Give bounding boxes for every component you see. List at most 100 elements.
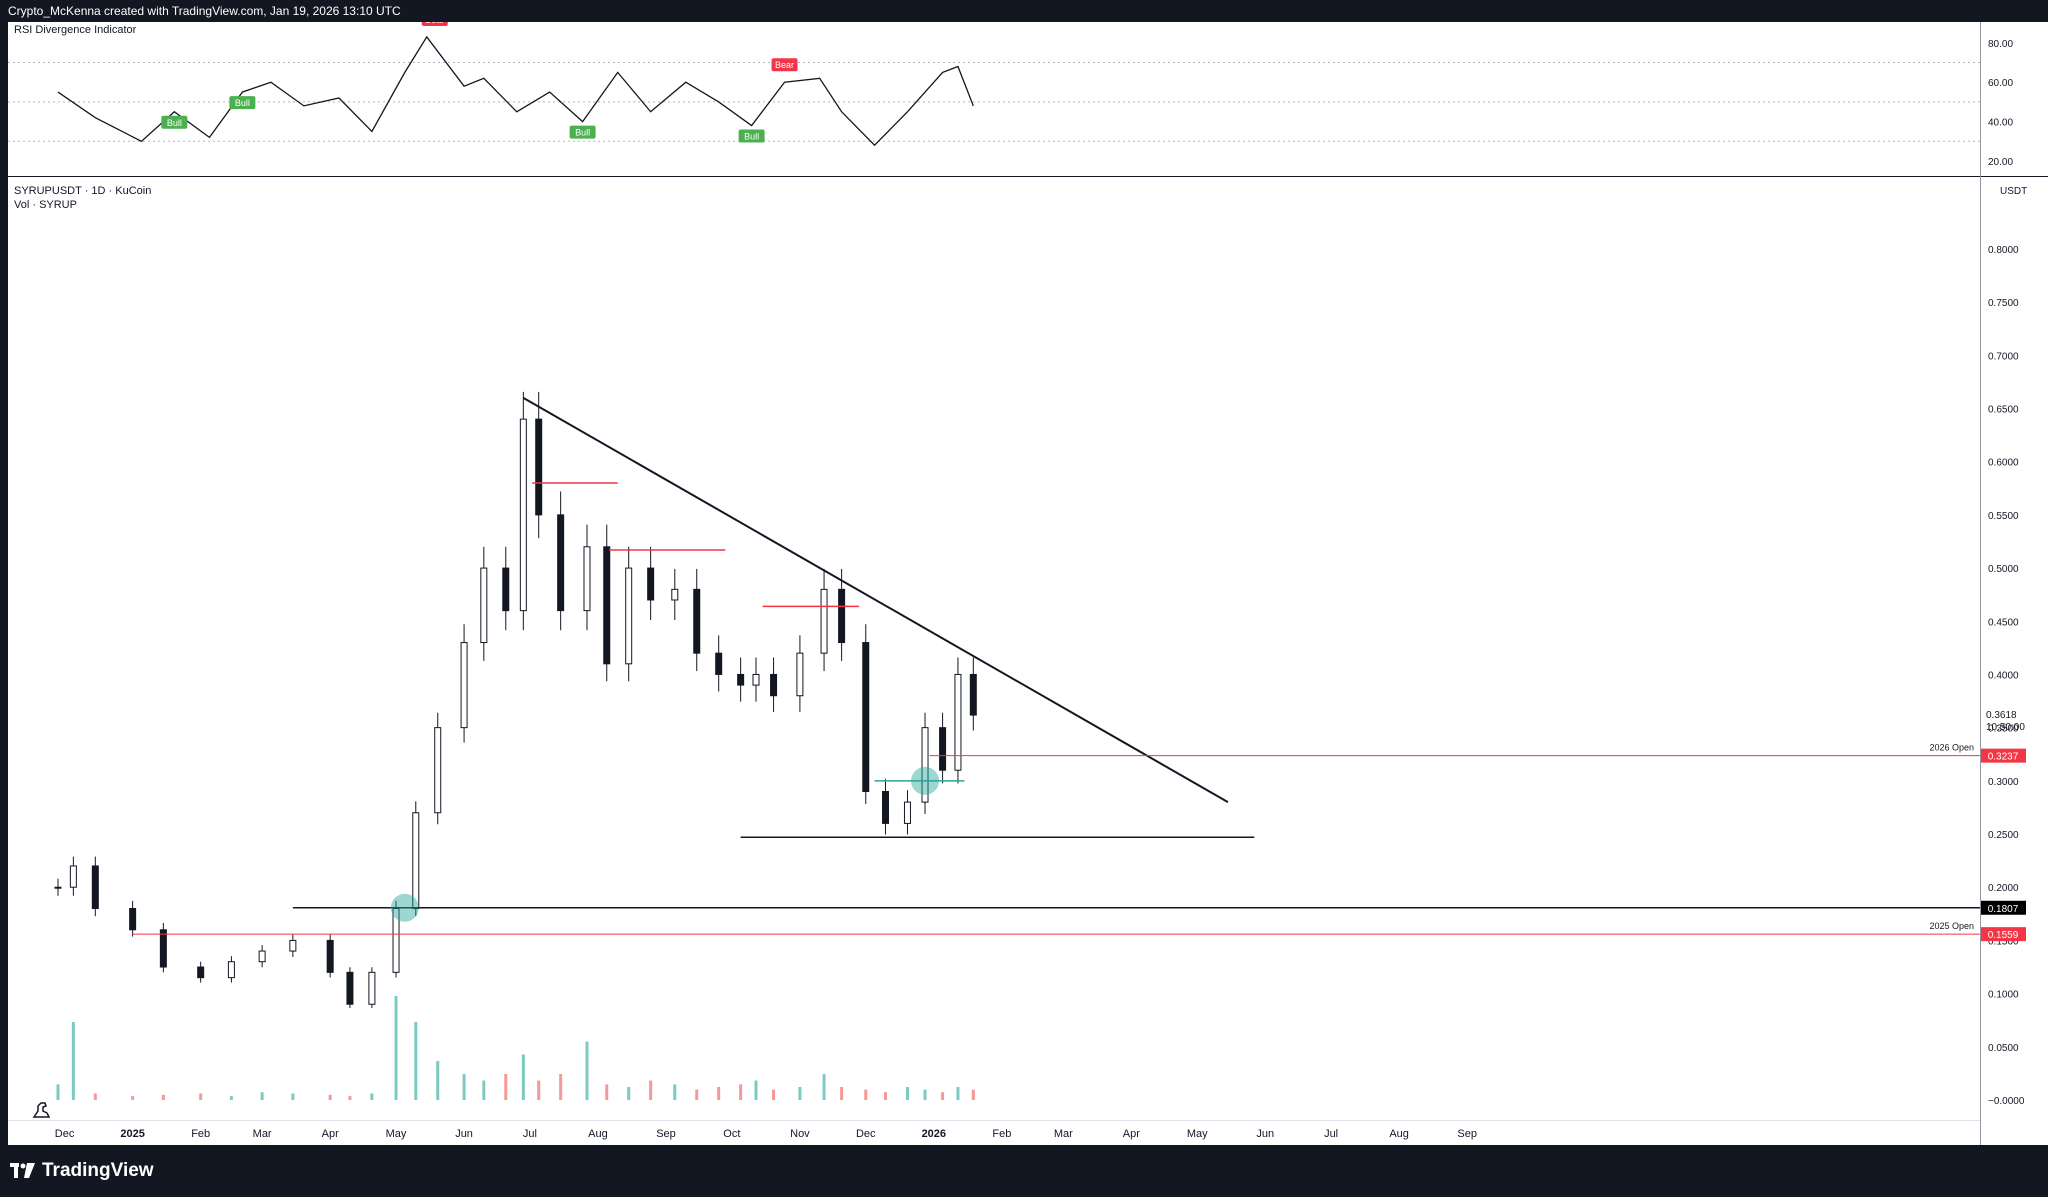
volume-legend[interactable]: Vol · SYRUP: [14, 199, 77, 211]
candle-body: [434, 727, 442, 814]
price-panel[interactable]: 2026 Open 2025 Open SYRUPUSDT · 1D · KuCo…: [8, 177, 1980, 1145]
candle-body: [862, 642, 870, 792]
candle-body: [258, 950, 266, 963]
rsi-tick-label: 40.00: [1988, 118, 2013, 129]
price-tick-label: 0.7000: [1988, 351, 2019, 362]
time-label: 2026: [922, 1128, 946, 1140]
signal-label: Bull: [235, 98, 250, 108]
candle-body: [412, 812, 420, 910]
candle-body: [693, 588, 701, 654]
rsi-axis[interactable]: 80.00 60.00 40.00 20.00: [1980, 22, 2048, 176]
volume-bar: [585, 1041, 589, 1100]
price-chart[interactable]: 2026 Open 2025 Open: [8, 177, 1980, 1120]
time-label: Aug: [588, 1128, 608, 1140]
price-tick-label: 0.1500: [1988, 936, 2019, 947]
price-axis-svg: USDT 0.8000 0.7500 0.7000 0.6500 0.6000 0.5500…: [1980, 186, 2027, 1107]
price-tick-label: 0.8000: [1988, 245, 2019, 256]
price-tick-label: 0.3500: [1988, 724, 2019, 735]
symbol-legend[interactable]: SYRUPUSDT · 1D · KuCoin: [14, 185, 152, 197]
candle-body: [159, 929, 167, 968]
candle-body: [796, 652, 804, 697]
volume-bar: [739, 1084, 743, 1100]
tradingview-icon: [10, 1163, 35, 1178]
candle-body: [502, 567, 510, 612]
highlight-circle: [911, 766, 940, 795]
volume-bar: [717, 1087, 721, 1100]
candle-body: [647, 567, 655, 601]
price-axis[interactable]: USDT 0.8000 0.7500 0.7000 0.6500 0.6000 0.5500…: [1980, 177, 2048, 1145]
last-price-label: 0.3618: [1986, 710, 2017, 721]
candle-body: [583, 546, 591, 612]
price-tick-label: 0.7500: [1988, 298, 2019, 309]
currency-label: USDT: [2000, 186, 2027, 197]
volume-bar: [56, 1084, 60, 1100]
volume-bar: [482, 1080, 486, 1100]
candle-body: [227, 961, 235, 979]
price-tick-label: 0.2000: [1988, 883, 2019, 894]
rsi-tick-label: 20.00: [1988, 157, 2013, 168]
volume-bar: [941, 1092, 945, 1100]
volume-bar: [772, 1089, 776, 1100]
signal-badge-bear: [771, 58, 798, 72]
candle-body: [197, 966, 205, 979]
volume-bar: [521, 1054, 525, 1100]
volume-bar: [504, 1074, 508, 1100]
tradingview-logo[interactable]: TradingView: [10, 1160, 154, 1182]
candle-body: [535, 418, 543, 516]
time-label: Jun: [455, 1128, 473, 1140]
candle-body: [838, 588, 846, 644]
volume-bar: [840, 1087, 844, 1100]
time-label: May: [1187, 1128, 1208, 1140]
candle-body: [820, 588, 828, 654]
level-caption: 2026 Open: [1929, 743, 1974, 753]
footer: TradingView: [0, 1145, 2048, 1197]
volume-bar: [348, 1096, 352, 1100]
highlight-circle: [390, 893, 419, 922]
volume-bar: [131, 1096, 135, 1100]
rsi-axis-svg: 80.00 60.00 40.00 20.00: [1988, 39, 2013, 168]
volume-bar: [822, 1074, 826, 1100]
volume-bar: [537, 1080, 541, 1100]
candle-body: [969, 673, 977, 716]
rsi-chart[interactable]: BullBullBearBearBullBullBear: [8, 22, 1980, 176]
dino-icon[interactable]: [30, 1097, 54, 1121]
time-label: Aug: [1389, 1128, 1409, 1140]
time-label: Mar: [1054, 1128, 1073, 1140]
volume-bar: [291, 1093, 295, 1100]
candle-body: [69, 865, 77, 888]
candle-body: [91, 865, 99, 910]
candle-body: [326, 939, 334, 973]
price-tick-label: 0.3000: [1988, 777, 2019, 788]
volume-bar: [93, 1093, 97, 1100]
axis-border: [1980, 22, 1981, 1145]
price-tick-label: 0.4000: [1988, 670, 2019, 681]
volume-bar: [328, 1094, 332, 1100]
candle-body: [129, 908, 137, 931]
candle-body: [519, 418, 527, 612]
time-label: Apr: [1123, 1128, 1140, 1140]
time-label: Mar: [253, 1128, 272, 1140]
panel-divider[interactable]: [0, 176, 2048, 177]
candle-body: [289, 939, 297, 952]
volume-bar: [71, 1022, 75, 1100]
volume-bar: [754, 1080, 758, 1100]
volume-bar: [673, 1084, 677, 1100]
volume-bar: [864, 1089, 868, 1100]
volume-bar: [923, 1089, 927, 1100]
candle-body: [882, 790, 890, 824]
signal-label: Bear: [775, 60, 794, 70]
rsi-panel[interactable]: BullBullBearBearBullBullBear RSI Diverge…: [8, 22, 1980, 176]
level-tag: [1980, 748, 2026, 763]
candle-body: [921, 727, 929, 803]
price-tick-label: 0.4500: [1988, 617, 2019, 628]
time-axis[interactable]: Dec 2025 Feb Mar Apr May Jun Jul Aug Sep Oct Nov Dec…: [8, 1120, 1980, 1146]
price-tick-label: 0.5000: [1988, 564, 2019, 575]
candle-body: [346, 971, 354, 1005]
price-tick-label: 0.5500: [1988, 511, 2019, 522]
candle-body: [715, 652, 723, 675]
level-tag-text: 0.3237: [1988, 752, 2019, 763]
candle-body: [460, 642, 468, 729]
candle-body: [368, 971, 376, 1005]
volume-bar: [649, 1080, 653, 1100]
time-label: Jul: [523, 1128, 537, 1140]
